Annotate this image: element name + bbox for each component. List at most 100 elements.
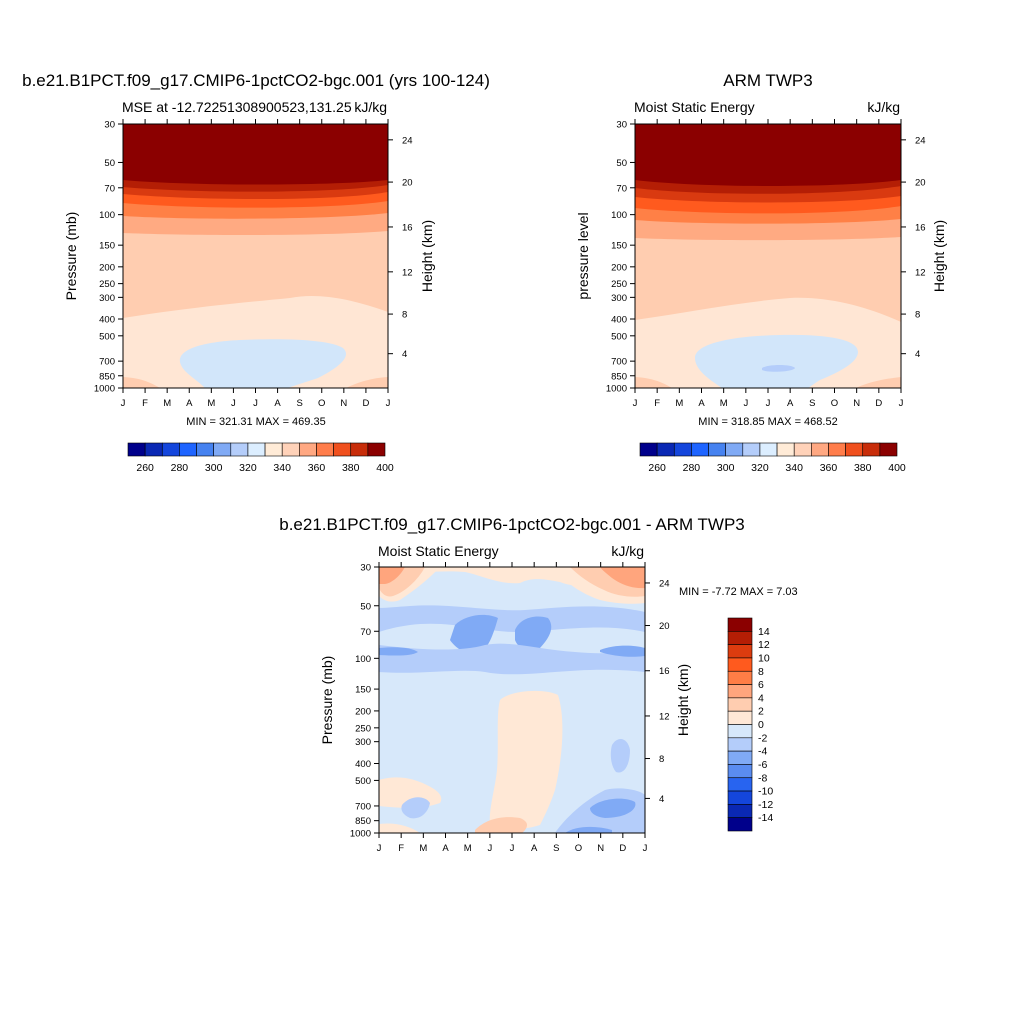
contour-band-340-surface (856, 377, 901, 388)
colorbar-swatch (776, 442, 795, 457)
colorbar-swatch (316, 442, 334, 457)
contour-band-minus4-minus2 (379, 643, 645, 675)
height-axis: 24 20 16 12 8 4 (645, 578, 670, 805)
pressure-tick-label: 400 (611, 315, 627, 326)
colorbar-tick-label: 400 (888, 462, 906, 474)
pressure-tick-label: 200 (611, 262, 627, 273)
colorbar-swatch (350, 442, 369, 457)
month-tick-label: M (163, 398, 171, 409)
height-tick-label: 20 (659, 621, 670, 632)
panel-subtitle-right: kJ/kg (354, 99, 387, 115)
colorbar-tick-label: -14 (758, 812, 773, 824)
colorbar-swatch (247, 442, 266, 457)
colorbar-tick-label: 260 (136, 462, 154, 474)
height-tick-label: 20 (402, 178, 413, 189)
colorbar-tick-label: 4 (758, 692, 764, 704)
pressure-tick-label: 250 (99, 279, 115, 290)
colorbar-tick-label: 380 (854, 462, 872, 474)
panel-title: b.e21.B1PCT.f09_g17.CMIP6-1pctCO2-bgc.00… (22, 71, 490, 90)
month-tick-label: D (619, 843, 626, 854)
month-tick-label: J (633, 398, 638, 409)
pressure-tick-label: 250 (611, 279, 627, 290)
colorbar-swatch (161, 442, 180, 457)
y-axis-label: Pressure (mb) (319, 656, 335, 745)
colorbar-swatch (196, 442, 214, 457)
colorbar-tick-label: 400 (376, 462, 394, 474)
contour-band-minus6-minus4 (515, 616, 552, 652)
month-tick-label: N (597, 843, 604, 854)
colorbar-swatch (727, 644, 753, 659)
pressure-tick-label: 500 (99, 331, 115, 342)
month-tick-label: J (643, 843, 648, 854)
colorbar-swatch (727, 790, 753, 805)
colorbar: 260 280 300 320 340 360 380 400 (639, 442, 906, 474)
contour-band-340-surface (635, 377, 672, 388)
colorbar-swatch (845, 442, 864, 457)
pressure-tick-label: 70 (104, 183, 115, 194)
height-tick-label: 4 (402, 349, 407, 360)
month-tick-label: M (419, 843, 427, 854)
contour-band-minus6-minus4 (590, 798, 636, 818)
contour-field (379, 567, 645, 833)
colorbar-swatch (727, 710, 753, 725)
colorbar-tick-label: -10 (758, 786, 773, 798)
y-axis-label: Pressure (mb) (63, 212, 79, 301)
pressure-tick-label: 150 (99, 241, 115, 252)
colorbar-swatch (727, 684, 753, 699)
month-tick-label: J (899, 398, 904, 409)
pressure-tick-label: 50 (616, 158, 627, 169)
colorbar-swatch (213, 442, 232, 457)
contour-field (635, 124, 901, 388)
pressure-tick-label: 70 (616, 183, 627, 194)
colorbar-tick-label: 380 (342, 462, 360, 474)
colorbar-tick-label: -2 (758, 732, 767, 744)
colorbar-tick-label: -8 (758, 772, 767, 784)
colorbar-tick-label: 2 (758, 706, 764, 718)
contour-band-0-2 (489, 690, 563, 830)
month-tick-label: O (575, 843, 582, 854)
month-tick-label: J (121, 398, 126, 409)
panel-subtitle-right: kJ/kg (611, 543, 644, 559)
colorbar-swatch (127, 442, 146, 457)
pressure-tick-label: 30 (616, 120, 627, 131)
colorbar-tick-label: 300 (205, 462, 223, 474)
height-tick-label: 20 (915, 178, 926, 189)
pressure-tick-label: 400 (355, 759, 371, 770)
pressure-tick-label: 50 (360, 601, 371, 612)
pressure-axis: 30 50 70 100 150 200 250 300 400 500 700 850 1000 (350, 563, 379, 840)
height-tick-label: 24 (402, 135, 413, 146)
colorbar-tick-label: 260 (648, 462, 666, 474)
contour-band-340-surface (123, 377, 160, 388)
pressure-tick-label: 850 (355, 816, 371, 827)
panel-subtitle-right: kJ/kg (867, 99, 900, 115)
month-tick-label: F (398, 843, 404, 854)
month-tick-label: O (831, 398, 838, 409)
month-tick-label: J (253, 398, 258, 409)
pressure-tick-label: 100 (99, 210, 115, 221)
height-tick-label: 12 (915, 267, 926, 278)
contour-band-320 (695, 334, 858, 388)
colorbar-tick-label: 360 (820, 462, 838, 474)
month-tick-label: J (510, 843, 515, 854)
month-tick-label: N (853, 398, 860, 409)
pressure-tick-label: 700 (355, 801, 371, 812)
colorbar-tick-label: 300 (717, 462, 735, 474)
colorbar-swatch (299, 442, 317, 457)
panel-title: ARM TWP3 (723, 71, 812, 90)
y-axis-label-right: Height (km) (675, 664, 691, 736)
colorbar-swatch (727, 724, 753, 739)
pressure-tick-label: 50 (104, 158, 115, 169)
colorbar-swatch (727, 750, 753, 765)
pressure-tick-label: 700 (611, 357, 627, 368)
height-tick-label: 24 (915, 135, 926, 146)
pressure-tick-label: 500 (611, 331, 627, 342)
colorbar-swatch (333, 442, 352, 457)
y-axis-label-right: Height (km) (931, 220, 947, 292)
height-tick-label: 8 (659, 754, 664, 765)
pressure-tick-label: 700 (99, 357, 115, 368)
contour-band-minus4-minus2 (610, 738, 630, 773)
colorbar-swatch (727, 737, 753, 752)
pressure-tick-label: 300 (355, 737, 371, 748)
